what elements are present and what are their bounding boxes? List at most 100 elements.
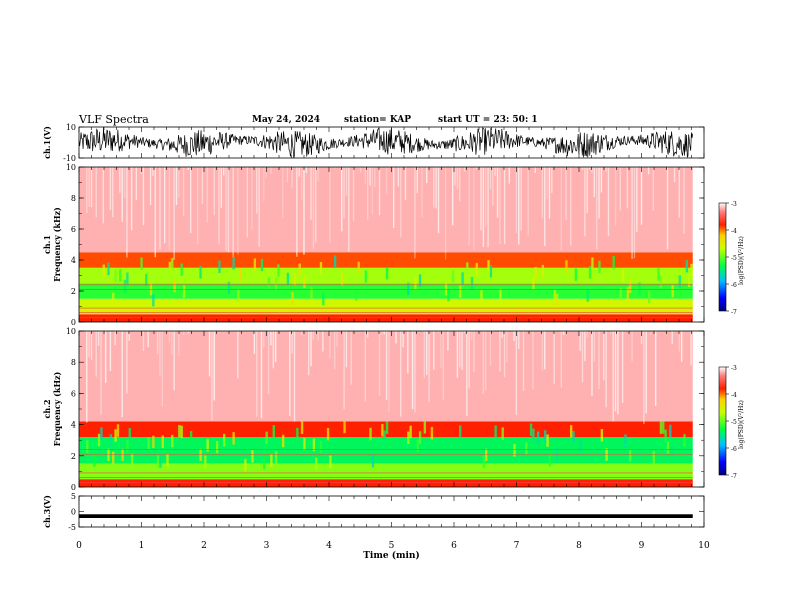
psd-patch	[227, 281, 231, 295]
psd-patch	[147, 437, 150, 451]
x-tick-label: 3	[264, 541, 270, 551]
psd-streak	[640, 167, 643, 225]
psd-streak	[404, 167, 407, 200]
colorbar-tick-label: -4	[731, 392, 737, 399]
psd-streak	[237, 331, 239, 379]
psd-streak	[584, 167, 586, 237]
psd-streak	[208, 331, 211, 377]
psd-patch	[385, 267, 389, 280]
psd-streak	[381, 331, 383, 335]
psd-streak	[494, 167, 496, 177]
psd-streak	[352, 167, 355, 222]
psd-streak	[175, 167, 178, 205]
psd-patch	[326, 427, 330, 441]
psd-patch	[206, 439, 209, 452]
psd-streak	[581, 167, 584, 170]
psd-streak	[444, 167, 447, 260]
psd-streak	[426, 167, 428, 184]
psd-streak	[518, 331, 520, 349]
psd-streak	[671, 331, 673, 344]
y-tick-label: 10	[66, 163, 76, 172]
psd-streak	[518, 167, 520, 245]
psd-streak	[232, 167, 234, 258]
colorbar-tick-label: -7	[731, 309, 737, 316]
psd-streak	[593, 167, 596, 198]
psd-patch	[156, 455, 160, 468]
psd-streak	[614, 331, 617, 412]
psd-streak	[522, 331, 525, 391]
psd-patch	[296, 427, 299, 441]
psd-streak	[636, 167, 638, 232]
psd-patch	[546, 434, 549, 447]
psd-streak	[499, 331, 501, 372]
psd-streak	[274, 331, 277, 362]
psd-streak	[86, 167, 88, 214]
psd-patch	[669, 424, 672, 438]
y-tick-label: 4	[71, 421, 76, 430]
psd-streak	[348, 167, 350, 252]
psd-streak	[100, 331, 102, 415]
psd-patch	[383, 430, 386, 443]
psd-patch	[341, 273, 344, 286]
psd-patch	[688, 274, 691, 288]
psd-streak	[614, 167, 617, 226]
psd-streak	[400, 331, 402, 417]
colorbar-tick-label: -4	[731, 228, 737, 235]
psd-streak	[598, 167, 600, 219]
psd-patch	[293, 272, 297, 286]
colorbar-label: log(PSD)(V²/Hz)	[738, 400, 745, 449]
psd-patch	[570, 425, 573, 438]
psd-streak	[329, 167, 331, 243]
psd-streak	[312, 167, 315, 249]
x-tick-label: 7	[514, 541, 520, 551]
ch1-spectrogram	[79, 167, 693, 322]
colorbar-tick-label: -5	[731, 419, 737, 426]
psd-patch	[690, 263, 693, 277]
y-tick-label: 8	[71, 194, 76, 203]
psd-streak	[650, 331, 652, 335]
psd-patch	[588, 266, 592, 279]
psd-patch	[100, 427, 103, 440]
psd-patch	[303, 437, 306, 451]
psd-streak	[461, 331, 463, 370]
psd-patch	[364, 270, 367, 283]
psd-patch	[319, 262, 323, 275]
psd-streak	[260, 331, 263, 419]
psd-patch	[282, 434, 285, 448]
x-tick-label: 0	[76, 541, 82, 551]
psd-patch	[414, 276, 417, 290]
psd-patch	[310, 287, 313, 300]
psd-streak	[400, 167, 402, 238]
psd-patch	[548, 453, 552, 467]
psd-patch	[244, 458, 247, 472]
psd-streak	[329, 331, 331, 359]
psd-streak	[605, 331, 607, 408]
psd-patch	[499, 288, 502, 302]
psd-patch	[369, 427, 372, 441]
psd-patch	[423, 420, 427, 434]
psd-streak	[607, 167, 610, 237]
psd-patch	[286, 272, 290, 286]
psd-streak	[286, 167, 289, 183]
ch3-signal-line	[79, 514, 693, 519]
psd-streak	[421, 167, 423, 218]
psd-patch	[260, 258, 264, 272]
psd-streak	[173, 331, 175, 391]
psd-streak	[95, 331, 97, 377]
psd-streak	[182, 167, 185, 216]
psd-streak	[90, 331, 93, 360]
psd-streak	[97, 331, 100, 346]
psd-patch	[598, 260, 601, 274]
psd-streak	[270, 331, 272, 346]
psd-streak	[433, 331, 435, 370]
psd-streak	[631, 331, 633, 362]
psd-streak	[392, 167, 395, 229]
psd-streak	[463, 167, 466, 172]
psd-patch	[470, 276, 474, 290]
psd-streak	[182, 331, 185, 335]
psd-streak	[640, 331, 643, 345]
psd-streak	[447, 331, 449, 351]
psd-patch	[652, 450, 655, 464]
psd-streak	[366, 167, 369, 220]
